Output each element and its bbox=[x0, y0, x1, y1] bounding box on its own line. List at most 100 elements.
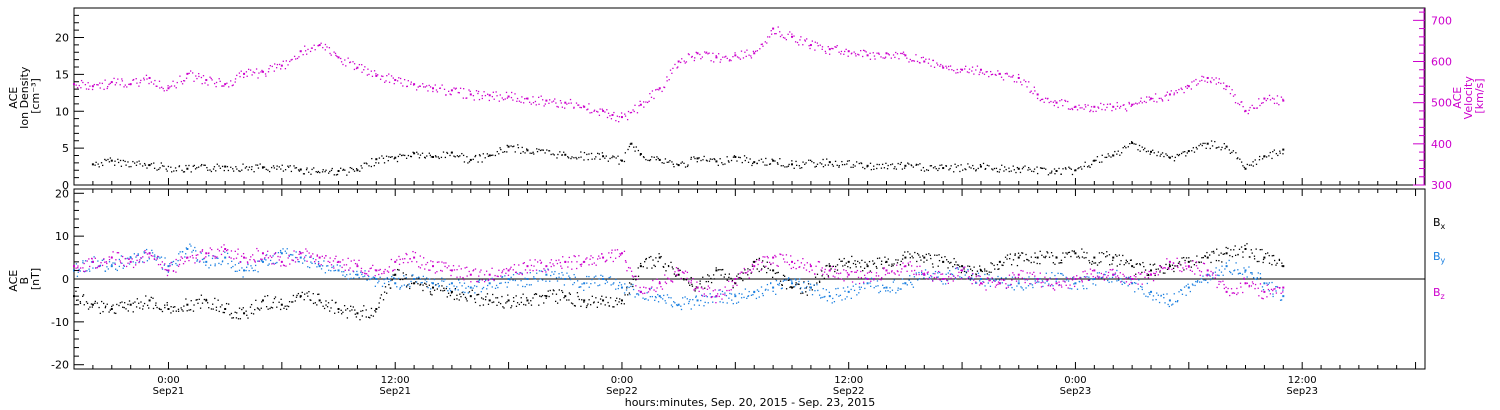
bx-dot bbox=[969, 268, 972, 270]
by-dot bbox=[990, 278, 992, 280]
density-dot bbox=[1008, 170, 1010, 173]
density-dot bbox=[329, 170, 331, 173]
by-dot bbox=[92, 267, 94, 269]
bx-point bbox=[753, 260, 756, 263]
density-dot bbox=[499, 147, 501, 149]
bz-dot bbox=[175, 258, 177, 261]
bz-dot bbox=[184, 260, 186, 263]
bx-dot bbox=[730, 277, 732, 280]
density-dot bbox=[490, 154, 492, 157]
bz-dot bbox=[966, 278, 968, 280]
bx-dot bbox=[96, 302, 99, 304]
velocity-dot bbox=[655, 89, 657, 91]
bx-dot bbox=[821, 275, 823, 277]
by-dot bbox=[647, 299, 649, 301]
by-dot bbox=[141, 261, 144, 263]
bz-dot bbox=[1232, 292, 1234, 294]
bx-dot bbox=[1141, 271, 1143, 274]
by-dot bbox=[462, 291, 464, 293]
bz-dot bbox=[214, 255, 216, 258]
density-point bbox=[1112, 154, 1115, 157]
velocity-dot bbox=[295, 58, 297, 60]
bz-dot bbox=[342, 259, 344, 261]
velocity-dot bbox=[423, 86, 425, 88]
bz-dot bbox=[721, 298, 723, 300]
by-dot bbox=[1266, 282, 1268, 284]
by-dot bbox=[473, 285, 476, 287]
velocity-point bbox=[394, 79, 397, 82]
bx-dot bbox=[747, 268, 749, 270]
by-dot bbox=[377, 282, 379, 284]
density-dot bbox=[352, 168, 354, 171]
bz-dot bbox=[728, 289, 730, 292]
bx-dot bbox=[501, 295, 503, 298]
density-dot bbox=[1184, 150, 1186, 153]
bz-dot bbox=[1166, 258, 1168, 260]
bx-dot bbox=[739, 276, 741, 279]
bz-dot bbox=[1277, 286, 1279, 289]
velocity-dot bbox=[964, 68, 966, 70]
bz-dot bbox=[749, 269, 752, 271]
bz-point bbox=[753, 265, 756, 268]
density-dot bbox=[1171, 155, 1173, 158]
velocity-dot bbox=[708, 52, 710, 54]
field-tick-label: -20 bbox=[51, 359, 69, 372]
bz-dot bbox=[247, 262, 249, 264]
by-dot bbox=[364, 270, 366, 272]
bz-dot bbox=[1273, 288, 1275, 290]
velocity-dot bbox=[1234, 102, 1237, 104]
density-dot bbox=[993, 167, 996, 170]
by-dot bbox=[86, 270, 88, 272]
bx-dot bbox=[87, 308, 90, 310]
velocity-dot bbox=[909, 58, 911, 61]
density-point bbox=[1244, 167, 1247, 170]
bz-dot bbox=[274, 252, 277, 254]
bx-dot bbox=[819, 281, 821, 283]
by-dot bbox=[632, 288, 635, 291]
bx-dot bbox=[930, 257, 932, 260]
velocity-dot bbox=[687, 53, 690, 55]
bz-dot bbox=[432, 261, 434, 263]
density-point bbox=[1263, 155, 1266, 158]
bx-dot bbox=[719, 268, 721, 271]
density-point bbox=[224, 165, 227, 168]
bx-dot bbox=[484, 298, 487, 301]
bx-dot bbox=[645, 257, 648, 260]
velocity-dot bbox=[287, 64, 289, 66]
bx-dot bbox=[1036, 262, 1038, 265]
velocity-point bbox=[942, 66, 945, 69]
bz-dot bbox=[647, 291, 650, 293]
bx-dot bbox=[415, 281, 417, 283]
density-dot bbox=[964, 168, 966, 170]
by-dot bbox=[1092, 278, 1094, 281]
by-dot bbox=[974, 282, 977, 284]
velocity-dot bbox=[481, 97, 483, 100]
bz-dot bbox=[701, 295, 704, 297]
velocity-point bbox=[186, 72, 189, 75]
density-dot bbox=[382, 157, 385, 159]
by-dot bbox=[464, 291, 466, 294]
bx-dot bbox=[1119, 263, 1121, 266]
bz-dot bbox=[1091, 270, 1094, 272]
bz-dot bbox=[315, 259, 317, 261]
density-dot bbox=[1279, 150, 1281, 152]
velocity-dot bbox=[522, 102, 525, 104]
bz-dot bbox=[827, 276, 830, 278]
velocity-dot bbox=[1247, 112, 1249, 115]
density-dot bbox=[738, 156, 740, 158]
bx-dot bbox=[1009, 257, 1011, 260]
density-dot bbox=[349, 166, 351, 169]
bx-point bbox=[110, 308, 113, 310]
bz-dot bbox=[208, 252, 210, 254]
velocity-dot bbox=[447, 90, 450, 92]
bx-dot bbox=[799, 288, 802, 290]
by-point bbox=[1206, 273, 1209, 276]
bx-dot bbox=[325, 304, 327, 306]
velocity-dot bbox=[650, 96, 653, 98]
bx-dot bbox=[1093, 262, 1095, 264]
bx-dot bbox=[479, 304, 481, 307]
density-dot bbox=[1096, 156, 1099, 158]
bz-point bbox=[715, 295, 718, 298]
bx-dot bbox=[340, 309, 342, 311]
bx-dot bbox=[852, 262, 855, 265]
